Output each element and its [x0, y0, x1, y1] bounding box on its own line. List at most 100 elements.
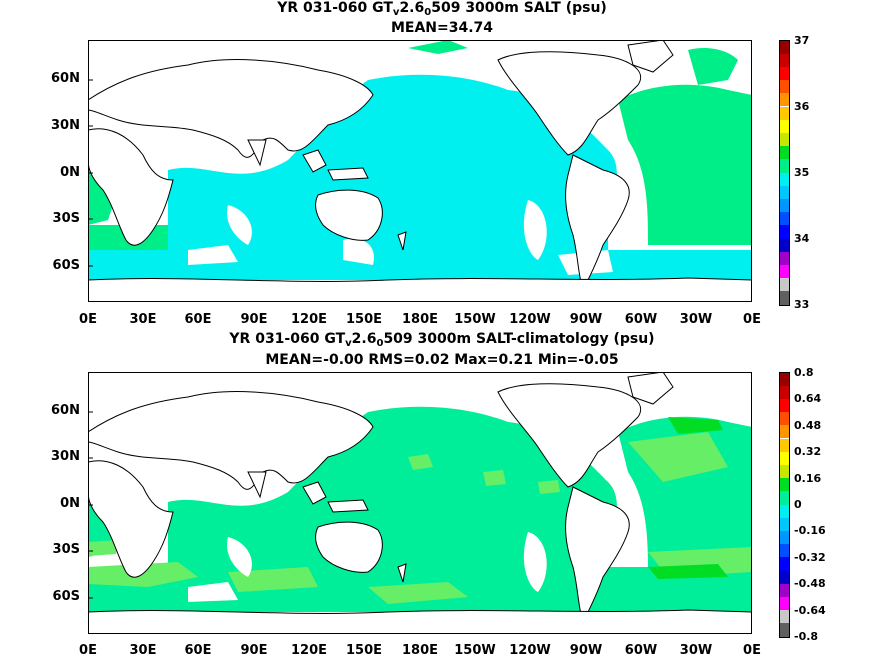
p2-lon-label: 120E	[290, 643, 328, 658]
panel2-title: YR 031-060 GTv2.60509 3000m SALT-climato…	[229, 331, 655, 349]
panel2-map	[88, 372, 752, 634]
cb2-seg	[780, 557, 789, 571]
p2-lon-label: 120W	[509, 643, 551, 658]
p2-lat-label: 60N	[51, 403, 80, 418]
cb2-label: -0.64	[794, 604, 826, 617]
panel1-title: YR 031-060 GTv2.60509 3000m SALT (psu)	[277, 0, 607, 18]
cb2-seg	[780, 584, 789, 597]
cb1-seg	[780, 265, 789, 278]
panel2-stats: MEAN=-0.00 RMS=0.02 Max=0.21 Min=-0.05	[265, 352, 619, 368]
cb1-seg	[780, 186, 789, 199]
p2-lon-label: 180E	[401, 643, 439, 658]
cb2-seg	[780, 373, 789, 386]
p1-lon-label: 90W	[569, 312, 603, 327]
p1-lat-label: 0N	[60, 165, 80, 180]
cb2-seg	[780, 465, 789, 478]
p2-lon-label: 90W	[569, 643, 603, 658]
cb1-label: 37	[794, 34, 810, 47]
p1-lon-label: 0E	[743, 312, 761, 327]
p2-lon-label: 150W	[454, 643, 496, 658]
cb1-label: 35	[794, 166, 810, 179]
p2-lat-label: 0N	[60, 496, 80, 511]
cb2-label: 0.32	[794, 445, 822, 458]
p1-lat-label: 60S	[52, 258, 80, 273]
cb2-seg	[780, 571, 789, 584]
cb1-label: 36	[794, 100, 810, 113]
panel2-colorbar	[779, 372, 790, 638]
cb1-seg	[780, 239, 789, 252]
p1-lon-label: 60W	[624, 312, 658, 327]
p2-lat-label: 30S	[52, 542, 80, 557]
p2-lon-label: 30W	[679, 643, 713, 658]
p1-lon-label: 90E	[240, 312, 268, 327]
cb1-seg	[780, 120, 789, 133]
cb1-label: 33	[794, 298, 810, 311]
cb2-label: -0.48	[794, 577, 826, 590]
p2-lon-label: 0E	[79, 643, 97, 658]
p2-lon-label: 30E	[129, 643, 157, 658]
cb1-seg	[780, 278, 789, 291]
cb2-seg	[780, 386, 789, 399]
cb1-seg	[780, 146, 789, 159]
p1-lon-label: 150W	[454, 312, 496, 327]
cb2-label: -0.32	[794, 551, 826, 564]
panel1-colorbar	[779, 40, 790, 306]
cb2-seg	[780, 610, 789, 623]
cb1-seg	[780, 212, 789, 225]
p1-lat-label: 60N	[51, 71, 80, 86]
cb2-seg	[780, 531, 789, 544]
cb2-seg	[780, 478, 789, 491]
p1-lon-label: 30E	[129, 312, 157, 327]
cb2-label: 0	[794, 498, 802, 511]
p2-lon-label: 60W	[624, 643, 658, 658]
cb2-seg	[780, 399, 789, 412]
p1-lon-label: 60E	[184, 312, 212, 327]
cb1-seg	[780, 54, 789, 67]
cb1-seg	[780, 291, 789, 305]
cb2-seg	[780, 452, 789, 465]
cb2-seg	[780, 518, 789, 531]
cb2-seg	[780, 439, 789, 452]
p1-lon-label: 0E	[79, 312, 97, 327]
cb2-label: -0.8	[794, 630, 819, 643]
cb2-label: 0.8	[794, 366, 814, 379]
p1-lon-label: 120E	[290, 312, 328, 327]
p2-lat-label: 60S	[52, 589, 80, 604]
cb1-seg	[780, 80, 789, 93]
cb1-seg	[780, 159, 789, 173]
cb2-seg	[780, 623, 789, 637]
cb1-seg	[780, 225, 789, 239]
panel1-stats: MEAN=34.74	[390, 20, 494, 36]
cb1-seg	[780, 173, 789, 186]
cb2-label: -0.16	[794, 524, 826, 537]
cb1-seg	[780, 252, 789, 265]
cb1-seg	[780, 93, 789, 106]
p2-lon-label: 0E	[743, 643, 761, 658]
p2-lon-label: 90E	[240, 643, 268, 658]
p1-lat-label: 30S	[52, 211, 80, 226]
p1-lon-label: 120W	[509, 312, 551, 327]
p2-lat-label: 30N	[51, 449, 80, 464]
cb1-label: 34	[794, 232, 810, 245]
p1-lon-label: 150E	[345, 312, 383, 327]
cb2-seg	[780, 412, 789, 425]
cb2-seg	[780, 425, 789, 438]
p2-lon-label: 60E	[184, 643, 212, 658]
cb1-seg	[780, 67, 789, 80]
panel1-map	[88, 40, 752, 302]
p1-lat-label: 30N	[51, 118, 80, 133]
cb2-label: 0.64	[794, 392, 822, 405]
cb2-seg	[780, 505, 789, 518]
cb2-label: 0.48	[794, 419, 822, 432]
cb2-label: 0.16	[794, 472, 822, 485]
cb2-seg	[780, 544, 789, 557]
cb1-seg	[780, 133, 789, 146]
p1-lon-label: 180E	[401, 312, 439, 327]
p1-lon-label: 30W	[679, 312, 713, 327]
cb2-seg	[780, 597, 789, 610]
p2-lon-label: 150E	[345, 643, 383, 658]
cb1-seg	[780, 199, 789, 212]
cb1-seg	[780, 107, 789, 120]
cb2-seg	[780, 491, 789, 505]
cb1-seg	[780, 41, 789, 54]
